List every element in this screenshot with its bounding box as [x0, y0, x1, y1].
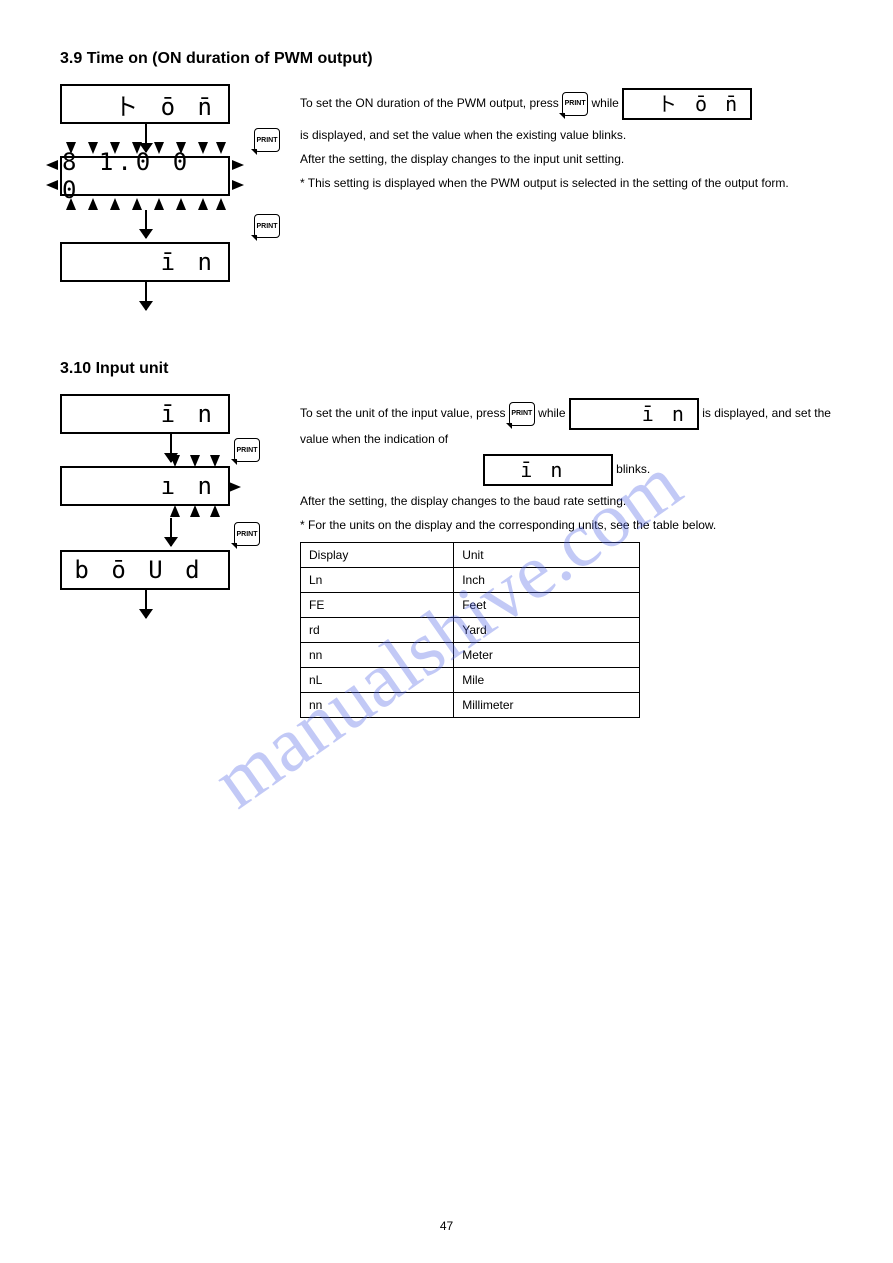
para-text: To set the ON duration of the PWM output… [300, 96, 559, 110]
note-text: * This setting is displayed when the PWM… [300, 174, 833, 192]
flowchart-input-unit: ı̄ n PRINT ı n PRINT b ō U d [60, 394, 270, 618]
para-text: After the setting, the display changes t… [300, 150, 833, 168]
note-text: * For the units on the display and the c… [300, 516, 833, 534]
print-icon: PRINT [254, 214, 280, 238]
table-row: LnInch [301, 568, 640, 593]
table-cell: Mile [454, 668, 640, 693]
print-icon: PRINT [234, 522, 260, 546]
table-cell: rd [301, 618, 454, 643]
print-icon: PRINT [234, 438, 260, 462]
table-cell: nn [301, 643, 454, 668]
heading-input-unit: 3.10 Input unit [60, 360, 833, 378]
para-text: while [591, 96, 618, 110]
print-icon: PRINT [509, 402, 535, 426]
arrow-icon [170, 518, 172, 546]
arrow-icon [145, 282, 147, 310]
lcd-ton-text: ト ō n̄ [114, 87, 216, 122]
lcd-ton: ト ō n̄ [60, 84, 230, 124]
lcd-in-text: ı̄ n [161, 400, 216, 428]
lcd-baud: b ō U d [60, 550, 230, 590]
table-cell: Yard [454, 618, 640, 643]
para-text: blinks. [616, 462, 650, 476]
table-row: rdYard [301, 618, 640, 643]
lcd-inline-ton: ト ō n̄ [622, 88, 752, 120]
section-time-on: ト ō n̄ PRINT [60, 84, 833, 310]
table-row: nnMeter [301, 643, 640, 668]
table-header: Unit [454, 543, 640, 568]
page-number: 47 [0, 1219, 893, 1233]
lcd-in: ı̄ n [60, 242, 230, 282]
heading-time-on: 3.9 Time on (ON duration of PWM output) [60, 50, 833, 68]
lcd-in-text: ı̄ n [161, 248, 216, 276]
arrow-icon [145, 590, 147, 618]
table-cell: Millimeter [454, 693, 640, 718]
table-header-row: Display Unit [301, 543, 640, 568]
table-cell: FE [301, 593, 454, 618]
text-input-unit: To set the unit of the input value, pres… [300, 394, 833, 718]
para-text: To set the unit of the input value, pres… [300, 406, 505, 420]
table-cell: Meter [454, 643, 640, 668]
table-cell: Feet [454, 593, 640, 618]
print-icon: PRINT [254, 128, 280, 152]
table-row: FEFeet [301, 593, 640, 618]
arrow-icon [145, 210, 147, 238]
para-text: is displayed, and set the value when the… [300, 126, 833, 144]
table-cell: Inch [454, 568, 640, 593]
table-header: Display [301, 543, 454, 568]
text-time-on: To set the ON duration of the PWM output… [300, 84, 833, 198]
lcd-in-blink: ı n [60, 466, 230, 506]
lcd-inline-in2: ı̄ n [483, 454, 613, 486]
table-row: nnMillimeter [301, 693, 640, 718]
unit-table: Display Unit LnInch FEFeet rdYard nnMete… [300, 542, 640, 718]
lcd-baud-text: b ō U d [74, 556, 203, 584]
table-cell: nn [301, 693, 454, 718]
table-row: nLMile [301, 668, 640, 693]
flowchart-time-on: ト ō n̄ PRINT [60, 84, 270, 310]
para-text: while [538, 406, 565, 420]
lcd-blink-81000: 8 1.0 0 0 [60, 156, 230, 196]
lcd-in-blink-text: ı n [161, 472, 216, 500]
table-cell: nL [301, 668, 454, 693]
lcd-inline-in: ı̄ n [569, 398, 699, 430]
table-cell: Ln [301, 568, 454, 593]
section-input-unit: ı̄ n PRINT ı n PRINT b ō U d [60, 394, 833, 718]
para-text: After the setting, the display changes t… [300, 492, 833, 510]
print-icon: PRINT [562, 92, 588, 116]
lcd-81000-text: 8 1.0 0 0 [62, 148, 216, 204]
lcd-in-top: ı̄ n [60, 394, 230, 434]
